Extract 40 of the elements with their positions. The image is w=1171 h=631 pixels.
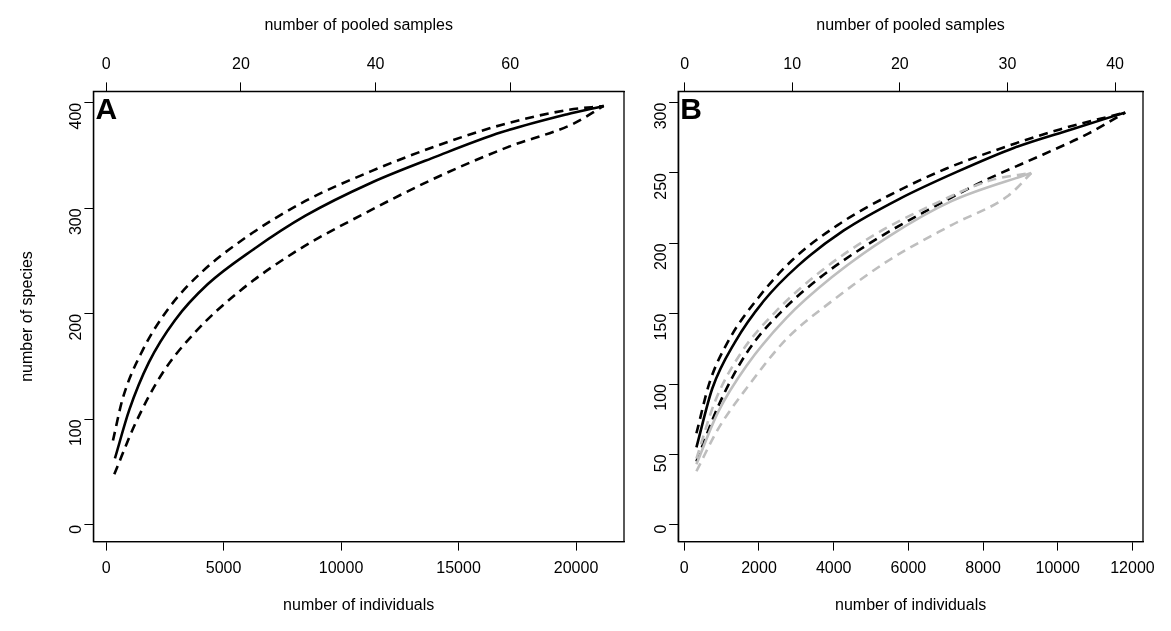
y-tick-label: 200 bbox=[651, 243, 669, 271]
x-tick-label: 10000 bbox=[1035, 558, 1081, 576]
y-tick-label: 100 bbox=[66, 419, 84, 447]
y-tick-label: 0 bbox=[66, 524, 84, 534]
x2-axis-title: number of pooled samples bbox=[264, 16, 453, 34]
x-tick-label: 10000 bbox=[318, 558, 364, 576]
x-tick-label: 4000 bbox=[815, 558, 852, 576]
x-axis-title: number of individuals bbox=[835, 595, 987, 613]
x2-tick-label: 40 bbox=[366, 55, 385, 73]
y-tick-label: 300 bbox=[66, 208, 84, 236]
x-tick-label: 0 bbox=[101, 558, 111, 576]
annotation: B bbox=[680, 91, 702, 125]
y-tick-label: 300 bbox=[651, 102, 669, 130]
y-tick-label: 250 bbox=[651, 172, 669, 200]
x2-tick-label: 40 bbox=[1106, 55, 1125, 73]
x-tick-label: 20000 bbox=[553, 558, 599, 576]
annotation: A bbox=[95, 91, 118, 125]
x2-tick-label: 20 bbox=[232, 55, 250, 73]
y-tick-label: 50 bbox=[651, 454, 669, 473]
x2-tick-label: 0 bbox=[101, 55, 111, 73]
x2-tick-label: 0 bbox=[680, 55, 690, 73]
x2-tick-label: 10 bbox=[783, 55, 802, 73]
x-tick-label: 6000 bbox=[890, 558, 927, 576]
x2-tick-label: 30 bbox=[998, 55, 1017, 73]
x-axis-title: number of individuals bbox=[283, 595, 435, 613]
x-tick-label: 8000 bbox=[965, 558, 1001, 576]
y-axis-title: number of species bbox=[18, 251, 36, 382]
x2-axis-title: number of pooled samples bbox=[816, 16, 1005, 34]
y-tick-label: 200 bbox=[66, 313, 84, 341]
y-tick-label: 100 bbox=[651, 383, 669, 411]
y-tick-label: 0 bbox=[651, 524, 669, 534]
x2-tick-label: 60 bbox=[501, 55, 520, 73]
x-tick-label: 2000 bbox=[741, 558, 777, 576]
y-tick-label: 400 bbox=[66, 102, 84, 130]
x-tick-label: 15000 bbox=[436, 558, 481, 576]
x2-tick-label: 20 bbox=[890, 55, 909, 73]
x-tick-label: 12000 bbox=[1110, 558, 1155, 576]
x-tick-label: 0 bbox=[679, 558, 689, 576]
y-tick-label: 150 bbox=[651, 313, 669, 341]
x-tick-label: 5000 bbox=[205, 558, 242, 576]
